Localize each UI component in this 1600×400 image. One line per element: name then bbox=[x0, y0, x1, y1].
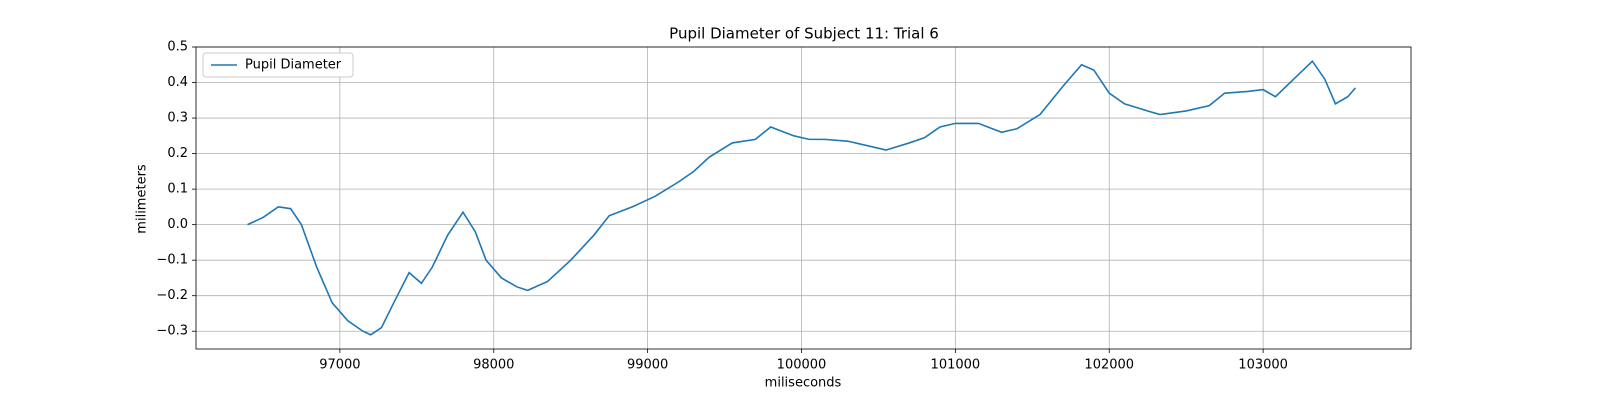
data-line bbox=[247, 59, 1357, 336]
y-tick-label: 0.5 bbox=[167, 40, 188, 55]
chart-title: Pupil Diameter of Subject 11: Trial 6 bbox=[669, 25, 939, 43]
y-tick-label: −0.2 bbox=[156, 288, 188, 303]
x-tick-label: 99000 bbox=[627, 358, 668, 373]
plot-frame bbox=[195, 46, 1412, 350]
y-tick-label: 0.4 bbox=[167, 75, 188, 90]
y-tick-label: 0.0 bbox=[167, 217, 188, 232]
x-axis-label: miliseconds bbox=[765, 376, 842, 391]
legend-box bbox=[202, 52, 354, 78]
x-tick-label: 97000 bbox=[319, 358, 360, 373]
legend-label: Pupil Diameter bbox=[245, 58, 342, 73]
y-tick-label: −0.1 bbox=[156, 253, 188, 268]
y-tick-label: 0.3 bbox=[167, 111, 188, 126]
y-axis-label: milimeters bbox=[135, 164, 150, 234]
x-tick-label: 101000 bbox=[931, 358, 981, 373]
x-tick-label: 98000 bbox=[473, 358, 514, 373]
y-tick-label: 0.2 bbox=[167, 146, 188, 161]
x-tick-label: 100000 bbox=[777, 358, 827, 373]
y-tick-label: 0.1 bbox=[167, 182, 188, 197]
x-tick-label: 102000 bbox=[1084, 358, 1134, 373]
x-tick-label: 103000 bbox=[1238, 358, 1288, 373]
y-tick-label: −0.3 bbox=[156, 324, 188, 339]
